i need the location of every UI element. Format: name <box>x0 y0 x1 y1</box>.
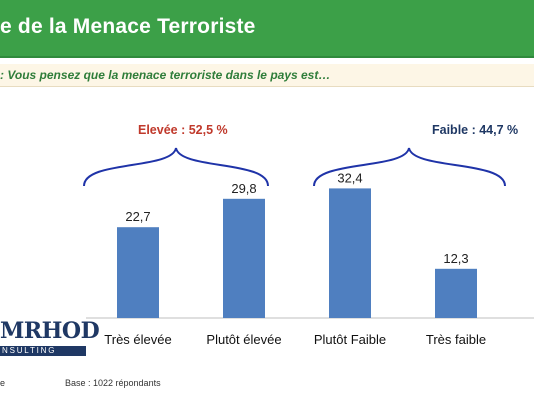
value-label-3: 32,4 <box>337 170 362 185</box>
category-label-1: Très élevée <box>104 332 171 347</box>
bar-4 <box>435 268 477 318</box>
category-label-3: Plutôt Faible <box>314 332 386 347</box>
value-label-1: 22,7 <box>125 209 150 224</box>
question-bar: : Vous pensez que la menace terroriste d… <box>0 64 534 87</box>
footer-source: e <box>0 378 6 388</box>
high-group-label: Elevée : 52,5 % <box>138 123 228 137</box>
logo-band <box>0 346 86 356</box>
category-label-4: Très faible <box>426 332 486 347</box>
value-label-2: 29,8 <box>231 181 256 196</box>
title-banner: e de la Menace Terroriste <box>0 0 534 58</box>
logo-subtext: NSULTING <box>2 346 57 355</box>
brace-high <box>83 147 269 187</box>
category-label-2: Plutôt élevée <box>206 332 281 347</box>
bar-2 <box>223 198 265 318</box>
bar-1 <box>117 227 159 318</box>
logo-wordmark: MRHOD <box>0 318 100 344</box>
footer-base: Base : 1022 répondants <box>65 378 161 388</box>
bar-3 <box>329 188 371 318</box>
company-logo: MRHOD NSULTING <box>0 316 100 372</box>
brace-low <box>313 147 506 187</box>
page-title: e de la Menace Terroriste <box>0 15 256 38</box>
survey-question: : Vous pensez que la menace terroriste d… <box>0 68 331 82</box>
value-label-4: 12,3 <box>443 251 468 266</box>
low-group-label: Faible : 44,7 % <box>432 123 519 137</box>
